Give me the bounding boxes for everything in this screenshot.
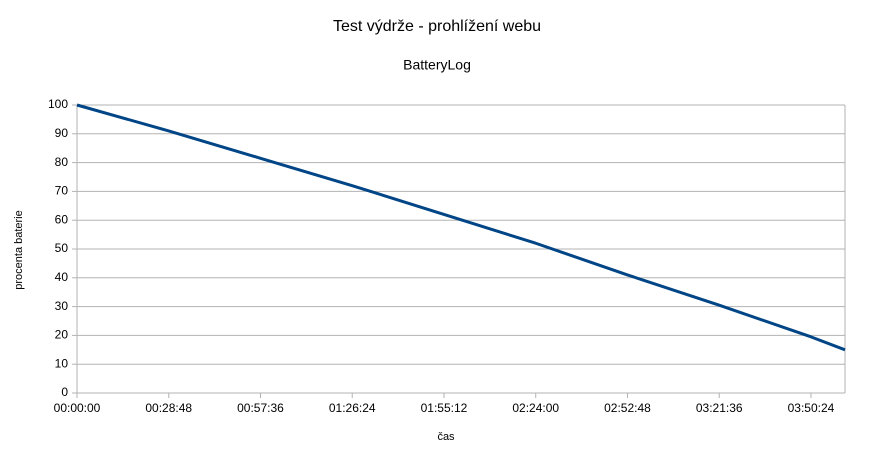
data-line — [76, 103, 846, 352]
x-axis-label: čas — [437, 431, 455, 443]
chart-title: Test výdrže - prohlížení webu — [333, 18, 541, 35]
x-tick-label: 02:52:48 — [604, 401, 651, 415]
y-tick-label: 0 — [61, 385, 68, 399]
y-tick-label: 10 — [55, 356, 69, 370]
y-tick-label: 80 — [55, 155, 69, 169]
x-tick-label: 01:26:24 — [329, 401, 376, 415]
x-tick-label: 03:50:24 — [788, 401, 835, 415]
y-tick-label: 30 — [55, 299, 69, 313]
y-axis-label: procenta baterie — [13, 210, 25, 290]
y-tick-label: 60 — [55, 212, 69, 226]
y-tick-label: 40 — [55, 270, 69, 284]
chart-subtitle: BatteryLog — [403, 57, 471, 73]
y-tick-label: 50 — [55, 241, 69, 255]
x-tick-label: 00:28:48 — [145, 401, 192, 415]
x-tick-label: 03:21:36 — [696, 401, 743, 415]
x-tick-label: 00:00:00 — [54, 401, 101, 415]
x-tick-label: 00:57:36 — [237, 401, 284, 415]
y-tick-label: 100 — [48, 97, 68, 111]
y-tick-label: 20 — [55, 328, 69, 342]
x-tick-label: 01:55:12 — [421, 401, 468, 415]
y-tick-label: 70 — [55, 184, 69, 198]
y-tick-label: 90 — [55, 126, 69, 140]
x-tick-label: 02:24:00 — [512, 401, 559, 415]
